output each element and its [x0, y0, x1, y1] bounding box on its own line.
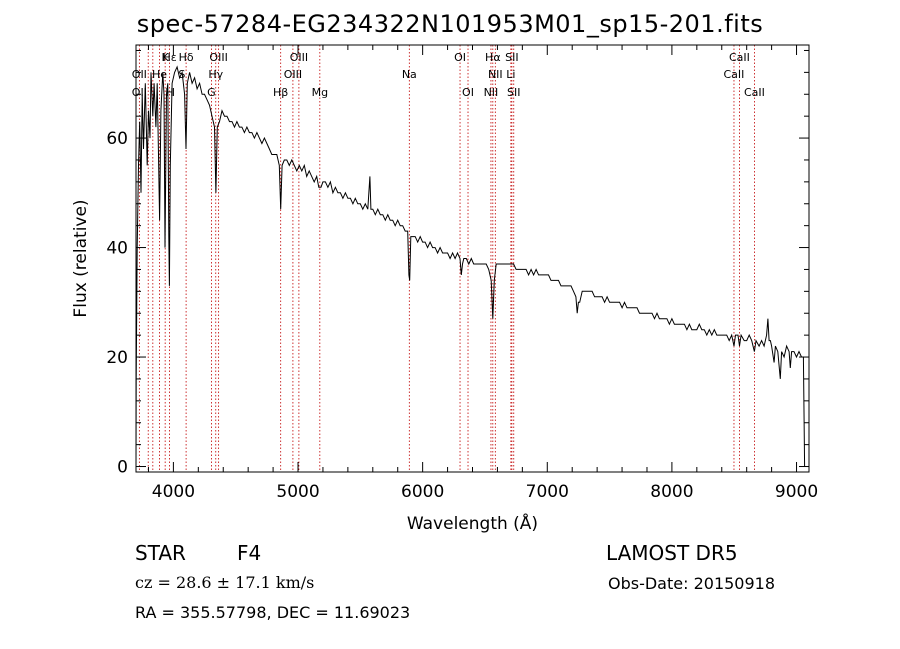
marker-label: CaII	[729, 51, 750, 64]
marker-label: Na	[402, 68, 417, 81]
object-class: STAR	[135, 541, 186, 565]
observation-date: Obs-Date: 20150918	[608, 574, 776, 593]
marker-label: NII	[488, 68, 503, 81]
x-tick-label: 9000	[775, 482, 818, 502]
marker-label: OIII	[284, 68, 302, 81]
object-subclass: F4	[237, 541, 262, 565]
marker-label: OI	[454, 51, 466, 64]
marker-label: SII	[505, 51, 518, 64]
y-axis-title: Flux (relative)	[71, 199, 91, 317]
marker-label: I	[172, 86, 175, 99]
x-tick-label: 5000	[276, 482, 319, 502]
marker-label: Li	[506, 68, 515, 81]
marker-label: CaII	[724, 68, 745, 81]
y-tick-label: 0	[117, 458, 128, 478]
y-tick-label: 60	[106, 129, 128, 149]
x-tick-label: 6000	[401, 482, 444, 502]
x-tick-label: 8000	[650, 482, 693, 502]
marker-label: OII	[132, 68, 147, 81]
x-tick-label: 7000	[526, 482, 569, 502]
marker-label: OIII	[290, 51, 308, 64]
coordinates: RA = 355.57798, DEC = 11.69023	[135, 603, 411, 622]
marker-label: CaII	[744, 86, 765, 99]
marker-label: G	[207, 86, 216, 99]
x-tick-label: 4000	[152, 482, 195, 502]
survey-label: LAMOST DR5	[606, 541, 738, 565]
y-tick-label: 20	[106, 348, 128, 368]
y-tick-label: 40	[106, 239, 128, 259]
marker-label: Hγ	[208, 68, 223, 81]
marker-label: Mg	[312, 86, 328, 99]
redshift-velocity: cz = 28.6 ± 17.1 km/s	[135, 573, 315, 592]
x-axis-title: Wavelength (Å)	[407, 512, 538, 534]
marker-label: K	[162, 51, 170, 64]
marker-label: OIII	[209, 51, 227, 64]
plot-frame	[135, 44, 810, 473]
chart-title: spec-57284-EG234322N101953M01_sp15-201.f…	[136, 10, 764, 38]
marker-label: Hα	[485, 51, 501, 64]
marker-label: NII	[484, 86, 499, 99]
marker-label: Hδ	[179, 51, 194, 64]
marker-label: Hβ	[273, 86, 288, 99]
marker-label: SII	[507, 86, 520, 99]
marker-label: He	[152, 68, 167, 81]
spectrum-line	[135, 65, 806, 467]
marker-label: H	[165, 86, 173, 99]
marker-label: OI	[462, 86, 474, 99]
